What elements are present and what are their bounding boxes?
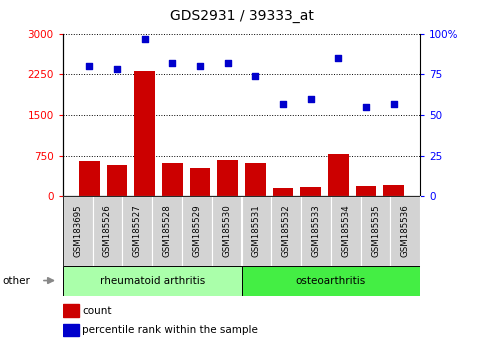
Point [252,73,259,79]
Text: GSM185530: GSM185530 [222,205,231,257]
Point [113,67,121,72]
Bar [134,70,155,196]
Bar [301,196,331,266]
Point [279,101,287,107]
Text: GDS2931 / 39333_at: GDS2931 / 39333_at [170,9,313,23]
Bar [245,163,266,196]
Bar [390,196,420,266]
Bar [63,266,242,296]
Bar [242,266,420,296]
Bar [355,186,376,196]
Bar [93,196,122,266]
Text: GSM185528: GSM185528 [163,205,171,257]
Text: GSM183695: GSM183695 [73,205,82,257]
Text: other: other [2,275,30,286]
Bar [361,196,390,266]
Point [307,96,314,102]
Point [85,63,93,69]
Point [196,63,204,69]
Text: GSM185526: GSM185526 [103,205,112,257]
Bar [383,184,404,196]
Bar [63,196,93,266]
Point [334,55,342,61]
Bar [63,304,79,317]
Bar [242,196,271,266]
Text: osteoarthritis: osteoarthritis [296,275,366,286]
Point [390,101,398,107]
Bar [63,324,79,336]
Point [169,60,176,66]
Bar [190,168,211,196]
Text: count: count [82,306,112,316]
Bar [328,154,349,196]
Text: GSM185534: GSM185534 [341,205,350,257]
Bar [331,196,361,266]
Text: rheumatoid arthritis: rheumatoid arthritis [99,275,205,286]
Bar [271,196,301,266]
Bar [300,187,321,196]
Point [362,104,370,110]
Text: GSM185531: GSM185531 [252,205,261,257]
Text: GSM185529: GSM185529 [192,205,201,257]
Bar [212,196,242,266]
Bar [182,196,212,266]
Text: GSM185536: GSM185536 [401,205,410,257]
Text: GSM185533: GSM185533 [312,205,320,257]
Bar [152,196,182,266]
Bar [217,160,238,196]
Text: GSM185535: GSM185535 [371,205,380,257]
Bar [272,188,293,196]
Bar [79,161,100,196]
Text: percentile rank within the sample: percentile rank within the sample [82,325,258,335]
Point [141,36,149,41]
Text: GSM185532: GSM185532 [282,205,291,257]
Point [224,60,231,66]
Bar [162,163,183,196]
Bar [107,165,128,196]
Text: GSM185527: GSM185527 [133,205,142,257]
Bar [122,196,152,266]
